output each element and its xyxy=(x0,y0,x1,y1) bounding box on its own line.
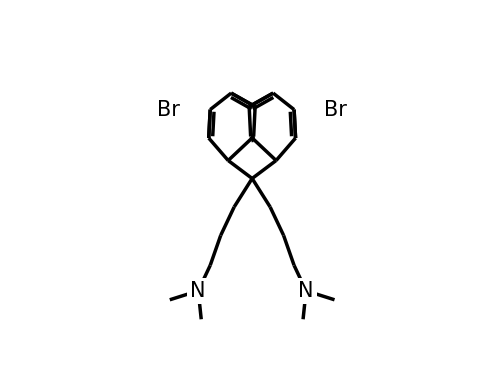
Text: N: N xyxy=(190,281,206,301)
Text: N: N xyxy=(298,281,314,301)
Text: Br: Br xyxy=(157,100,180,119)
Text: Br: Br xyxy=(324,100,347,119)
